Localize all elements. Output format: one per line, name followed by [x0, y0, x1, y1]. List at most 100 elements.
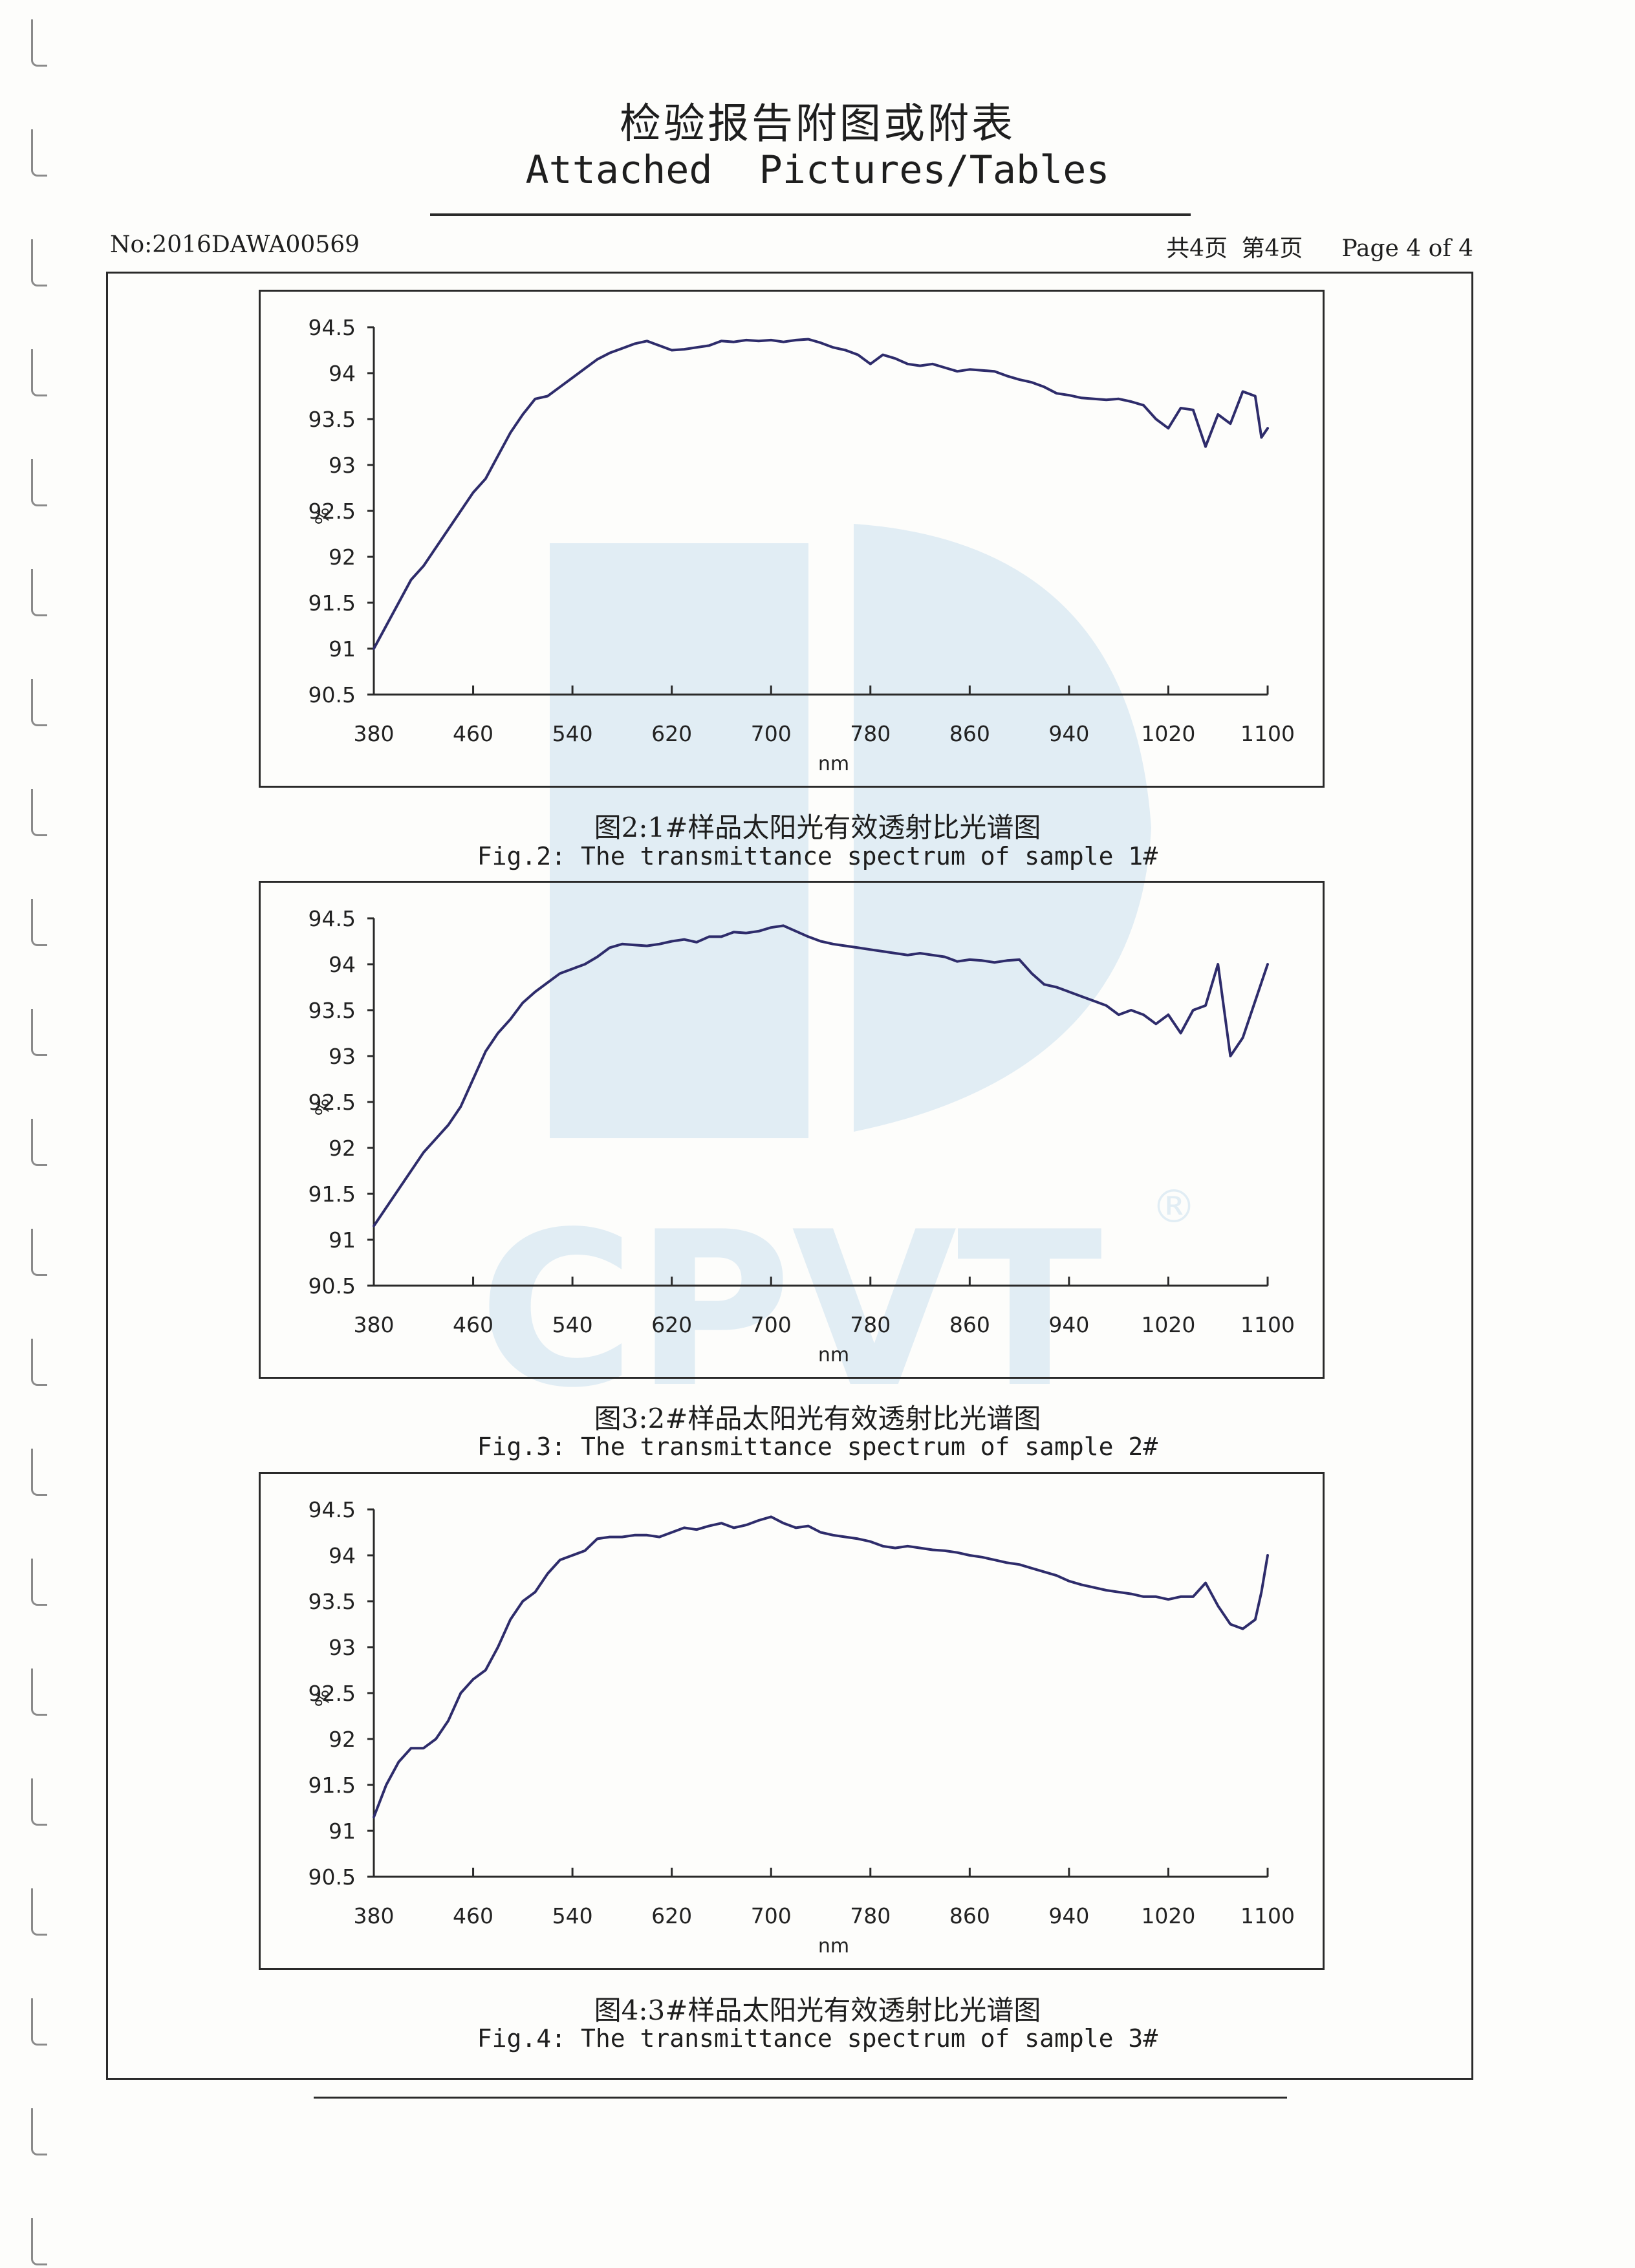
y-tick-label: 94.5: [309, 315, 356, 340]
watermark-text: CPVT: [479, 1186, 1103, 1429]
x-tick-label: 540: [552, 721, 593, 746]
x-tick-label: 540: [552, 1312, 593, 1337]
x-tick-label: 1020: [1141, 1903, 1195, 1928]
y-tick-label: 90.5: [309, 1273, 356, 1299]
y-tick-label: 94.5: [309, 906, 356, 931]
x-tick-label: 460: [453, 1903, 493, 1928]
y-tick-label: 94: [329, 952, 356, 977]
x-tick-label: 620: [651, 1312, 692, 1337]
chart-plot: 94.5 94 93.5 93 92.5 92 91.5 91 90.5 380 460 540 620…: [309, 315, 1295, 775]
binding-mark: [31, 1449, 47, 1496]
chart-sample-2: 94.5 94 93.5 93 92.5 92 91.5 91 90.5 380 460 540 620…: [259, 881, 1325, 1379]
x-tick-label: 1100: [1240, 1903, 1295, 1928]
x-tick-label: 940: [1048, 721, 1089, 746]
binding-mark: [31, 1998, 47, 2046]
x-tick-label: 940: [1048, 1312, 1089, 1337]
watermark-logo-shape: [550, 524, 1151, 1138]
x-tick-label: 380: [354, 721, 395, 746]
binding-mark: [31, 1559, 47, 1606]
y-tick-label: 91: [329, 636, 356, 662]
binding-mark: [31, 349, 47, 396]
x-tick-label: 700: [751, 1312, 792, 1337]
y-axis-label: %: [311, 1690, 332, 1707]
y-tick-label: 92.5: [309, 499, 356, 524]
y-tick-label: 91: [329, 1227, 356, 1253]
x-tick-label: 860: [949, 1312, 990, 1337]
title-chinese: 检验报告附图或附表: [620, 100, 1015, 148]
caption-en-fig2: Fig.2: The transmittance spectrum of sam…: [477, 842, 1158, 870]
x-tick-label: 700: [751, 1903, 792, 1928]
x-tick-label: 380: [354, 1312, 395, 1337]
binding-mark: [31, 19, 47, 67]
binding-mark: [31, 239, 47, 286]
x-tick-label: 1020: [1141, 1312, 1195, 1337]
x-tick-label: 860: [949, 1903, 990, 1928]
x-tick-label: 860: [949, 721, 990, 746]
page-info: 共4页 第4页 Page 4 of 4: [1166, 230, 1473, 263]
x-tick-label: 620: [651, 1903, 692, 1928]
x-axis-label: nm: [818, 1344, 849, 1366]
y-tick-label: 92.5: [309, 1681, 356, 1706]
watermark-registered-mark: ®: [1151, 1180, 1196, 1233]
y-tick-label: 91: [329, 1819, 356, 1844]
y-tick-label: 92.5: [309, 1090, 356, 1115]
binding-mark: [31, 2108, 47, 2155]
binding-mark: [31, 1669, 47, 1716]
x-tick-label: 780: [850, 1312, 891, 1337]
report-number: No:2016DAWA00569: [110, 232, 360, 258]
x-tick-label: 780: [850, 721, 891, 746]
x-tick-label: 1100: [1240, 1312, 1295, 1337]
caption-cn-fig4: 图4:3#样品太阳光有效透射比光谱图: [594, 1994, 1041, 2026]
y-tick-label: 94: [329, 1543, 356, 1568]
caption-cn-fig3: 图3:2#样品太阳光有效透射比光谱图: [594, 1403, 1041, 1434]
y-tick-label: 91.5: [309, 1182, 356, 1207]
x-tick-label: 540: [552, 1903, 593, 1928]
y-tick-label: 91.5: [309, 590, 356, 616]
chart-plot: 94.5 94 93.5 93 92.5 92 91.5 91 90.5 380 460 540 620…: [309, 1497, 1295, 1958]
page-number-cn: 第4页: [1241, 235, 1303, 262]
y-tick-label: 93.5: [309, 998, 356, 1023]
binding-mark: [31, 1888, 47, 1936]
transmittance-series-line: [373, 924, 1269, 1227]
y-tick-label: 93: [329, 453, 356, 478]
y-tick-label: 91.5: [309, 1773, 356, 1798]
caption-cn-fig2: 图2:1#样品太阳光有效透射比光谱图: [594, 812, 1041, 843]
binding-mark: [31, 2218, 47, 2265]
x-tick-label: 460: [453, 721, 493, 746]
y-tick-label: 94.5: [309, 1497, 356, 1522]
y-tick-label: 93.5: [309, 407, 356, 432]
x-tick-label: 380: [354, 1903, 395, 1928]
binding-mark: [31, 789, 47, 836]
chart-sample-1: 94.5 94 93.5 93 92.5 92 91.5 91 90.5 380 460 540 620…: [259, 290, 1325, 788]
y-tick-label: 93: [329, 1044, 356, 1069]
page-number-en: Page 4 of 4: [1341, 235, 1473, 262]
binding-mark: [31, 1119, 47, 1166]
binding-mark: [31, 1229, 47, 1276]
bottom-rule: [314, 2097, 1287, 2099]
x-tick-label: 620: [651, 721, 692, 746]
x-axis-label: nm: [818, 1935, 849, 1958]
transmittance-series-line: [373, 1515, 1269, 1819]
binding-mark: [31, 1339, 47, 1386]
binding-mark: [31, 1009, 47, 1056]
x-axis-label: nm: [818, 753, 849, 775]
binding-mark: [31, 1778, 47, 1826]
binding-mark: [31, 899, 47, 946]
binding-mark: [31, 459, 47, 506]
binding-mark: [31, 679, 47, 726]
y-tick-label: 93.5: [309, 1589, 356, 1614]
caption-en-fig3: Fig.3: The transmittance spectrum of sam…: [477, 1432, 1158, 1461]
chart-plot: 94.5 94 93.5 93 92.5 92 91.5 91 90.5 380 460 540 620…: [309, 906, 1295, 1366]
y-tick-label: 94: [329, 361, 356, 386]
y-tick-label: 92: [329, 545, 356, 570]
y-tick-label: 92: [329, 1727, 356, 1752]
x-tick-label: 460: [453, 1312, 493, 1337]
binding-mark: [31, 129, 47, 177]
y-tick-label: 90.5: [309, 1864, 356, 1890]
y-tick-label: 90.5: [309, 682, 356, 707]
binding-mark: [31, 569, 47, 616]
y-axis-label: %: [311, 1099, 332, 1116]
title-underline: [430, 213, 1191, 216]
y-tick-label: 93: [329, 1635, 356, 1660]
transmittance-series-line: [373, 338, 1269, 650]
